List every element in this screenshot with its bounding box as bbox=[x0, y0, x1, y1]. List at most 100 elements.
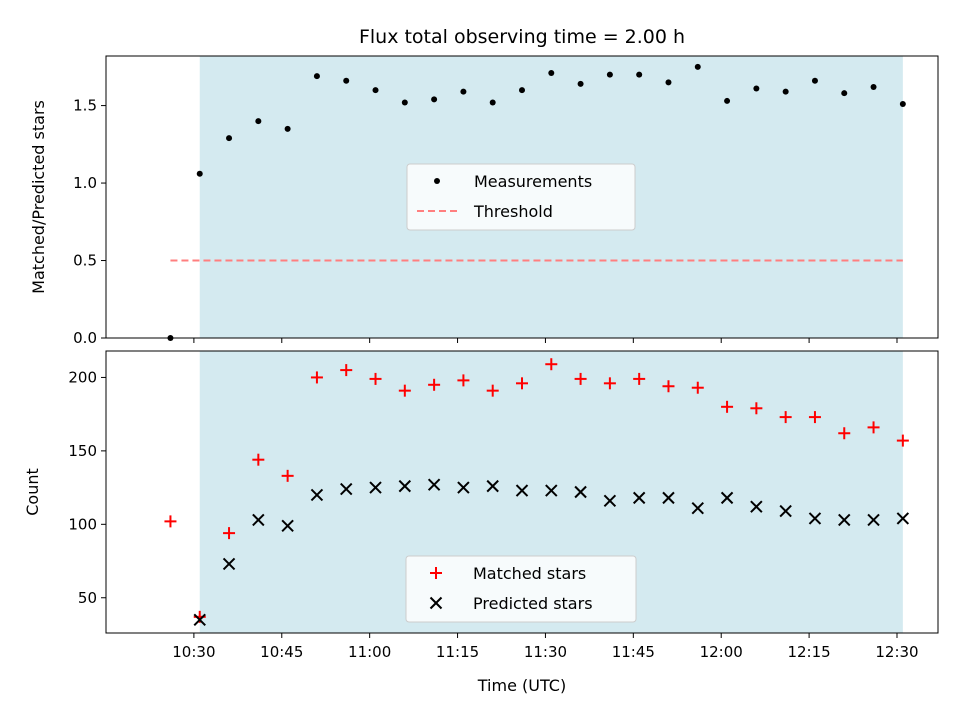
legend-label: Measurements bbox=[474, 172, 592, 191]
matched-stars-point bbox=[398, 384, 411, 397]
x-tick-label: 12:15 bbox=[787, 643, 830, 661]
matched-stars-point bbox=[281, 469, 294, 482]
predicted-stars-point bbox=[574, 485, 587, 499]
measurement-point bbox=[255, 118, 262, 125]
x-tick-label: 12:30 bbox=[875, 643, 918, 661]
measurement-point bbox=[753, 85, 760, 92]
measurement-point bbox=[519, 87, 525, 94]
measurement-point bbox=[401, 99, 408, 106]
bottom-panel: 50 100 150 200 10:30 10:45 11:00 11:15 11:30 11:4… bbox=[23, 350, 939, 695]
matched-stars-point bbox=[633, 372, 646, 385]
predicted-stars-point bbox=[779, 504, 792, 518]
matched-stars-point bbox=[164, 515, 177, 528]
chart-title: Flux total observing time = 2.00 h bbox=[359, 26, 685, 48]
measurement-point bbox=[899, 101, 906, 108]
y-tick-label: 1.5 bbox=[73, 97, 97, 115]
measurement-point bbox=[870, 83, 877, 90]
measurement-point bbox=[343, 77, 350, 84]
y-tick-label: 100 bbox=[68, 515, 97, 533]
predicted-stars-point bbox=[310, 488, 324, 502]
legend-box bbox=[405, 555, 637, 623]
predicted-stars-point bbox=[662, 491, 675, 505]
measurement-point bbox=[724, 97, 731, 104]
matched-stars-point bbox=[428, 378, 441, 391]
legend-label: Matched stars bbox=[473, 564, 586, 583]
predicted-stars-point bbox=[457, 481, 470, 494]
measurement-point bbox=[226, 135, 233, 142]
legend-marker-measurements bbox=[434, 178, 440, 184]
measurement-point bbox=[284, 125, 291, 132]
predicted-stars-point bbox=[398, 479, 412, 493]
legend-box bbox=[406, 163, 636, 231]
matched-stars-point bbox=[662, 380, 675, 393]
measurement-point bbox=[694, 63, 701, 70]
predicted-stars-point bbox=[252, 513, 265, 527]
predicted-stars-point bbox=[193, 613, 206, 626]
predicted-stars-point bbox=[486, 479, 499, 493]
matched-stars-point bbox=[486, 384, 499, 397]
measurement-point bbox=[841, 90, 848, 97]
predicted-stars-point bbox=[222, 557, 236, 571]
y-tick-label: 1.0 bbox=[73, 174, 97, 192]
matched-stars-point bbox=[750, 402, 763, 415]
predicted-stars-point bbox=[281, 519, 294, 532]
legend-label: Threshold bbox=[473, 202, 553, 221]
y-tick-label: 50 bbox=[78, 589, 97, 607]
predicted-stars-point bbox=[720, 491, 734, 505]
top-panel: 0.0 0.5 1.0 1.5 Matched/Predicted stars Flux … bbox=[29, 26, 939, 347]
predicted-stars-point bbox=[427, 478, 441, 491]
y-tick-label: 200 bbox=[68, 368, 97, 386]
x-tick-label: 11:30 bbox=[524, 643, 567, 661]
predicted-stars-point bbox=[896, 512, 910, 525]
matched-stars-point bbox=[779, 411, 792, 424]
matched-stars-point bbox=[252, 453, 265, 466]
x-tick-label: 11:00 bbox=[348, 643, 391, 661]
y-axis-label: Count bbox=[23, 468, 42, 516]
matched-stars-point bbox=[574, 372, 587, 385]
x-tick-label: 11:45 bbox=[612, 643, 655, 661]
y-axis-label: Matched/Predicted stars bbox=[29, 100, 48, 294]
measurement-point bbox=[811, 77, 818, 84]
predicted-stars-point bbox=[603, 494, 617, 508]
predicted-stars-point bbox=[340, 482, 353, 496]
legend: Measurements Threshold bbox=[406, 163, 636, 231]
measurement-point bbox=[665, 79, 672, 86]
matched-stars-point bbox=[310, 371, 323, 384]
measurement-point bbox=[460, 88, 467, 95]
measurement-point bbox=[577, 80, 584, 87]
predicted-stars-point bbox=[838, 513, 851, 527]
y-tick-label: 0.0 bbox=[73, 329, 97, 347]
y-tick-label: 150 bbox=[68, 442, 97, 460]
predicted-stars-point bbox=[515, 484, 529, 497]
x-tick-label: 10:30 bbox=[172, 643, 215, 661]
matched-stars-point bbox=[516, 377, 528, 390]
predicted-stars-point bbox=[691, 501, 704, 515]
measurement-point bbox=[372, 87, 379, 94]
measurement-point bbox=[196, 170, 203, 177]
measurement-point bbox=[606, 71, 613, 78]
predicted-stars-point bbox=[632, 491, 646, 505]
legend: Matched stars Predicted stars bbox=[405, 555, 637, 623]
axes-frame bbox=[105, 55, 939, 339]
y-tick-label: 0.5 bbox=[73, 252, 97, 270]
matched-stars-point bbox=[721, 400, 734, 413]
x-tick-label: 11:15 bbox=[436, 643, 479, 661]
matched-stars-point bbox=[691, 381, 704, 394]
matched-stars-point bbox=[223, 527, 236, 540]
predicted-stars-point bbox=[369, 481, 382, 494]
axes-frame bbox=[105, 350, 939, 634]
x-tick-label: 10:45 bbox=[260, 643, 303, 661]
x-axis-label: Time (UTC) bbox=[477, 676, 566, 695]
matched-stars-point bbox=[340, 364, 353, 377]
matched-stars-point bbox=[457, 374, 470, 387]
predicted-stars-point bbox=[867, 513, 880, 527]
measurement-point bbox=[431, 96, 438, 103]
measurement-point bbox=[489, 99, 496, 106]
measurement-point bbox=[636, 71, 643, 78]
matched-stars-point bbox=[603, 377, 616, 390]
matched-stars-point bbox=[369, 372, 382, 385]
matched-stars-point bbox=[838, 427, 851, 440]
measurement-point bbox=[782, 88, 789, 95]
